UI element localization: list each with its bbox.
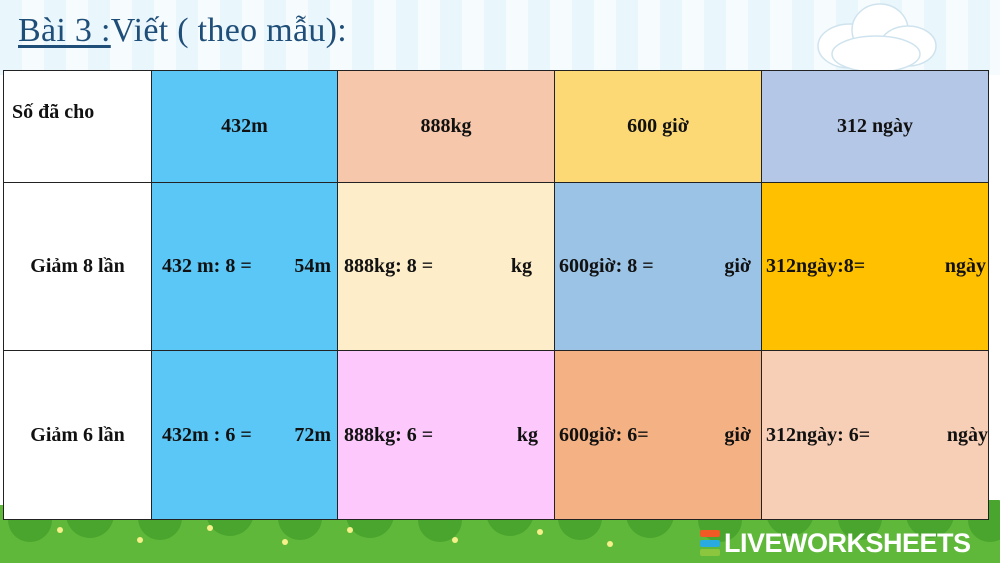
cloud-icon xyxy=(817,3,937,73)
exercise-table: Số đã cho 432m 888kg 600 giờ 312 ngày Gi… xyxy=(3,70,989,520)
header-row: Số đã cho 432m 888kg 600 giờ 312 ngày xyxy=(3,70,989,183)
cell-600h-div6: 600giờ: 6= giờ xyxy=(554,350,762,520)
cell-888kg-div8: 888kg: 8 = kg xyxy=(337,182,555,351)
header-cell-888kg: 888kg xyxy=(337,70,555,183)
logo-badge-icon xyxy=(700,530,720,556)
page-title: Bài 3 :Viết ( theo mẫu): xyxy=(18,12,347,50)
cell-expression: 312ngày:8= xyxy=(766,255,866,277)
cell-expression: 432m : 6 = xyxy=(162,423,252,446)
title-exercise-number: Bài 3 : xyxy=(18,12,111,49)
header-cell-312days: 312 ngày xyxy=(761,70,989,183)
title-instruction: Viết ( theo mẫu): xyxy=(110,12,348,49)
cell-expression: 600giờ: 8 = xyxy=(559,255,654,277)
header-cell-432m: 432m xyxy=(151,70,338,183)
answer-input[interactable]: ngày xyxy=(944,255,986,277)
cell-432m-div6: 432m : 6 = 72m xyxy=(151,350,338,520)
cell-expression: 432 m: 8 = xyxy=(162,255,252,277)
answer-input[interactable]: kg xyxy=(516,423,538,446)
liveworksheets-logo: LIVEWORKSHEETS xyxy=(700,527,971,559)
answer-input[interactable]: giờ xyxy=(724,255,751,277)
cell-expression: 312ngày: 6= xyxy=(766,423,871,446)
header-cell-600h: 600 giờ xyxy=(554,70,762,183)
answer-input[interactable]: giờ xyxy=(724,423,751,446)
cell-expression: 888kg: 8 = xyxy=(344,255,434,277)
row-label-divide-6: Giảm 6 lần xyxy=(3,350,152,520)
cell-432m-div8: 432 m: 8 = 54m xyxy=(151,182,338,351)
answer-input[interactable]: ngày xyxy=(946,423,988,446)
answer-value: 54m xyxy=(294,255,331,277)
cell-312days-div8: 312ngày:8= ngày xyxy=(761,182,989,351)
row-label-given-number: Số đã cho xyxy=(3,70,152,183)
row-label-divide-8: Giảm 8 lần xyxy=(3,182,152,351)
answer-input[interactable]: kg xyxy=(510,255,532,277)
table-row-divide-6: Giảm 6 lần 432m : 6 = 72m 888kg: 6 = kg 60… xyxy=(3,350,989,520)
cell-312days-div6: 312ngày: 6= ngày xyxy=(761,350,989,520)
table-row-divide-8: Giảm 8 lần 432 m: 8 = 54m 888kg: 8 = kg 60… xyxy=(3,182,989,351)
cell-expression: 888kg: 6 = xyxy=(344,423,434,446)
brand-name: LIVEWORKSHEETS xyxy=(724,527,971,558)
cell-888kg-div6: 888kg: 6 = kg xyxy=(337,350,555,520)
cell-expression: 600giờ: 6= xyxy=(559,423,649,446)
cell-600h-div8: 600giờ: 8 = giờ xyxy=(554,182,762,351)
answer-value: 72m xyxy=(294,423,331,446)
